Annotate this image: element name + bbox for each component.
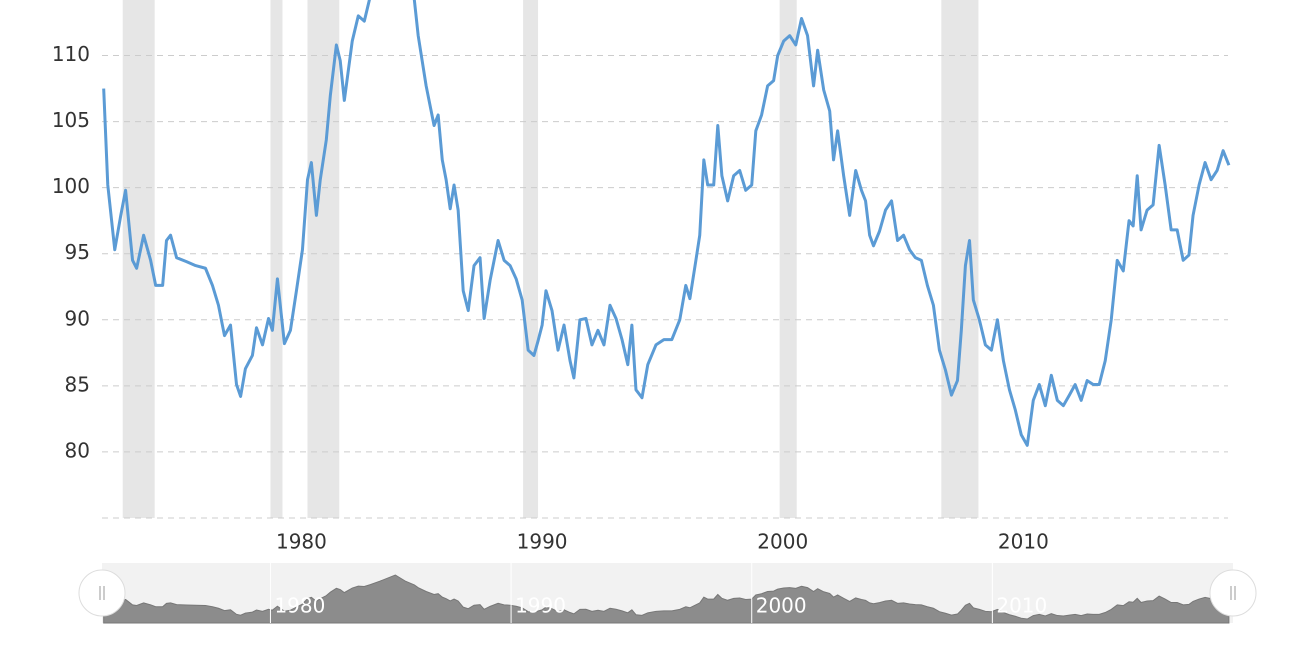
- data-line: [102, 0, 1231, 447]
- x-tick-label: 2010: [998, 530, 1049, 554]
- y-tick-label: 100: [52, 174, 90, 198]
- y-tick-label: 90: [65, 306, 90, 330]
- recession-bands: [122, 0, 979, 518]
- grid: [102, 55, 1228, 519]
- recession-band: [941, 0, 979, 518]
- y-tick-label: 85: [65, 372, 90, 396]
- navigator-label: 2000: [756, 594, 807, 618]
- recession-band: [779, 0, 797, 518]
- navigator-handle-right[interactable]: [1209, 569, 1257, 617]
- handle[interactable]: [78, 569, 126, 617]
- handle[interactable]: [1209, 569, 1257, 617]
- x-tick-label: 1980: [276, 530, 327, 554]
- x-tick-label: 1990: [517, 530, 568, 554]
- navigator-label: 1990: [515, 594, 566, 618]
- navigator-label: 1980: [274, 594, 325, 618]
- x-tick-label: 2000: [757, 530, 808, 554]
- recession-band: [307, 0, 340, 518]
- navigator-area: [103, 574, 1230, 624]
- y-tick-label: 95: [65, 240, 90, 264]
- y-tick-label: 80: [65, 438, 90, 462]
- plot: [102, 0, 1231, 447]
- recession-band: [523, 0, 539, 518]
- recession-band: [270, 0, 283, 518]
- navigator-label: 2010: [996, 594, 1047, 618]
- navigator: 1980 1990 2000 2010: [103, 563, 1230, 624]
- y-tick-label: 105: [52, 108, 90, 132]
- axes: 80 85 90 95 100 105 110 1980 1990 2000 2010: [52, 42, 1049, 554]
- y-tick-label: 110: [52, 42, 90, 66]
- navigator-handle-left[interactable]: [78, 569, 126, 617]
